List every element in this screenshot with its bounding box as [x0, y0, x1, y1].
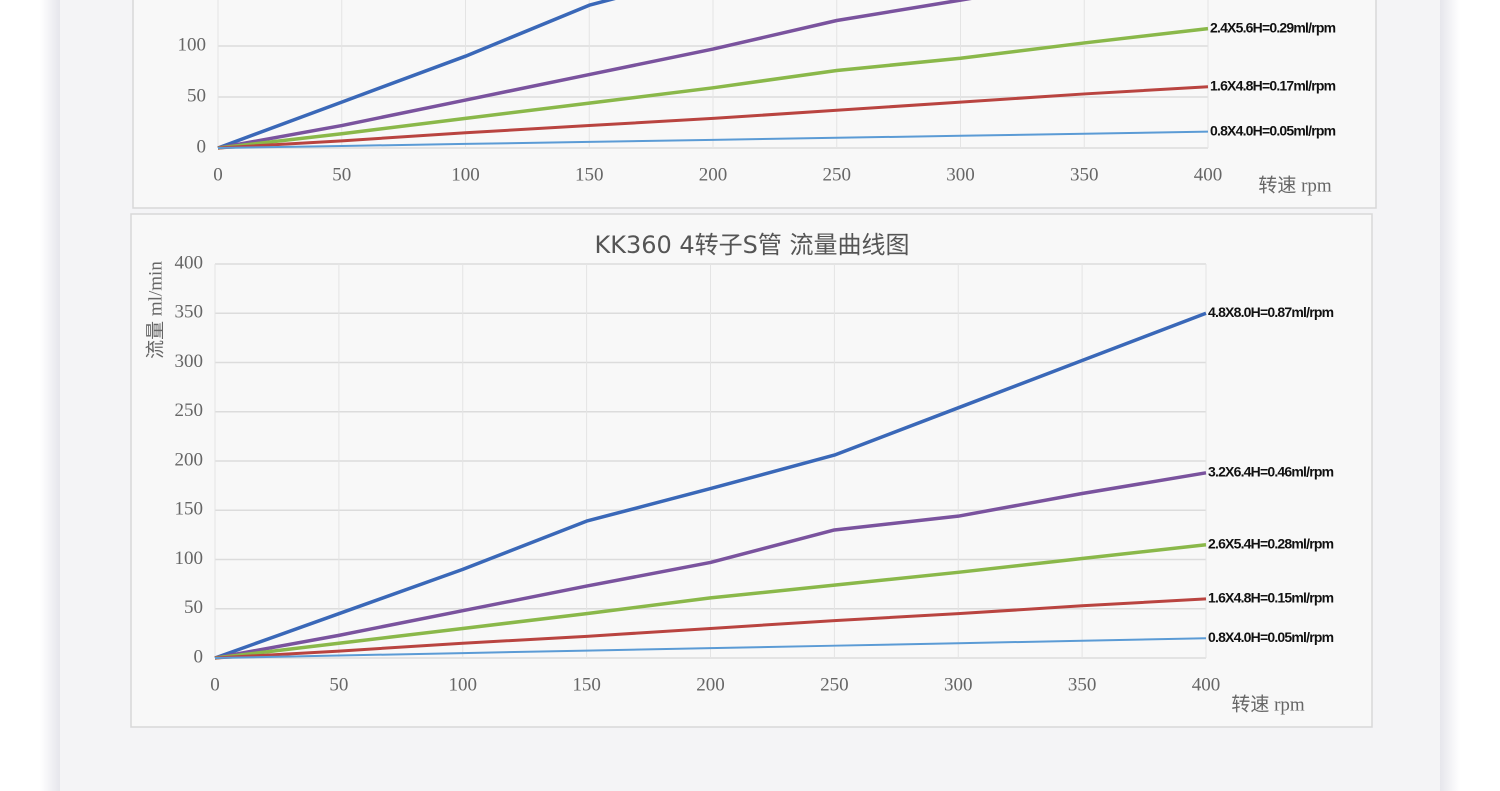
shadow [1440, 0, 1460, 791]
y-tick-label: 200 [175, 449, 204, 470]
series-line [217, 85, 1209, 150]
x-tick-label: 200 [699, 164, 728, 185]
y-tick-label: 250 [175, 400, 204, 421]
series-label: 2.6X5.4H=0.28ml/rpm [1208, 535, 1334, 551]
y-tick-label: 150 [178, 0, 207, 4]
x-axis-label: 转速 rpm [1231, 693, 1305, 715]
x-tick-label: 0 [213, 164, 223, 185]
x-tick-label: 200 [696, 674, 725, 695]
series-line [217, 26, 1209, 150]
x-tick-label: 150 [572, 674, 601, 695]
x-tick-label: 150 [575, 164, 604, 185]
series-line [214, 637, 1207, 659]
shadow [40, 0, 60, 791]
y-tick-label: 100 [178, 34, 207, 55]
x-tick-label: 300 [944, 674, 973, 695]
x-tick-label: 400 [1194, 164, 1223, 185]
series-line [214, 597, 1207, 660]
chart: 0 50 100 150 0 50 100 150 200 250 300 350 400 转速 rpm 2… [132, 0, 1377, 209]
y-tick-label: 50 [187, 85, 206, 106]
y-axis-label: 流量 ml/min [144, 261, 166, 359]
series-label: 3.2X6.4H=0.46ml/rpm [1208, 464, 1334, 480]
series-line [214, 311, 1207, 660]
x-tick-label: 100 [449, 674, 478, 695]
x-tick-label: 350 [1068, 674, 1097, 695]
x-tick-label: 400 [1192, 674, 1221, 695]
y-tick-label: 0 [197, 136, 207, 157]
y-tick-label: 400 [175, 252, 204, 273]
chart-frame [130, 213, 1373, 728]
series-label: 2.4X5.6H=0.29ml/rpm [1210, 19, 1336, 35]
x-tick-label: 0 [210, 674, 220, 695]
x-tick-label: 350 [1070, 164, 1099, 185]
y-tick-label: 350 [175, 302, 204, 323]
series-label: 1.6X4.8H=0.15ml/rpm [1208, 590, 1334, 606]
y-tick-label: 100 [175, 548, 204, 569]
x-axis-label: 转速 rpm [1258, 174, 1332, 196]
x-tick-label: 100 [451, 164, 480, 185]
x-tick-label: 250 [823, 164, 852, 185]
y-tick-label: 150 [175, 499, 204, 520]
series-label: 1.6X4.8H=0.17ml/rpm [1210, 78, 1336, 94]
series-label: 0.8X4.0H=0.05ml/rpm [1208, 629, 1334, 645]
series-line [217, 0, 616, 150]
x-tick-label: 50 [332, 164, 351, 185]
x-tick-label: 250 [820, 674, 849, 695]
y-tick-label: 50 [184, 597, 203, 618]
chart-title: KK360 4转子S管 流量曲线图 [594, 231, 909, 259]
series-label: 0.8X4.0H=0.05ml/rpm [1210, 122, 1336, 138]
y-tick-label: 0 [194, 646, 204, 667]
series-line [217, 130, 1209, 149]
series-label: 4.8X8.0H=0.87ml/rpm [1208, 304, 1334, 320]
x-tick-label: 50 [329, 674, 348, 695]
y-tick-label: 300 [175, 351, 204, 372]
x-tick-label: 300 [946, 164, 975, 185]
series-line [217, 0, 972, 150]
series-line [214, 542, 1207, 660]
chart: 0 50 100 150 200 250 300 350 400 0 50 100 150 200 250 3… [130, 213, 1373, 728]
series-line [214, 471, 1207, 660]
